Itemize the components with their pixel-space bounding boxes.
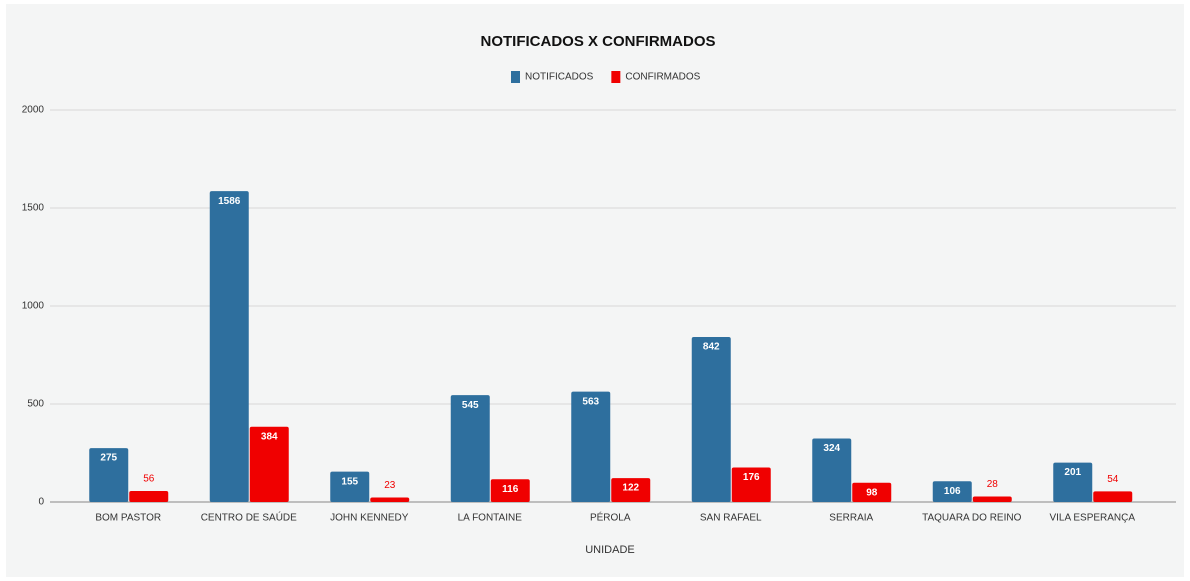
data-label: 155 [341,476,358,487]
data-label: 545 [462,400,479,411]
data-label: 384 [261,431,278,442]
data-label: 98 [866,487,878,498]
bar [691,336,731,502]
data-label: 842 [703,342,720,353]
data-label: 122 [622,483,639,494]
data-label: 275 [100,453,117,464]
bar [571,391,611,502]
data-label: 106 [944,486,961,497]
chart-title: NOTIFICADOS X CONFIRMADOS [481,33,716,50]
data-label: 1586 [218,196,241,207]
bar [249,426,289,502]
x-tick-label: VILA ESPERANÇA [1049,513,1135,524]
bar [129,491,169,502]
bar [611,478,651,502]
y-tick-label: 0 [38,497,44,508]
bar [209,191,249,503]
y-tick-label: 1500 [22,203,45,214]
bar [1053,462,1093,502]
y-tick-label: 1000 [22,301,45,312]
y-tick-label: 500 [27,399,44,410]
bar [89,448,129,502]
bar [370,497,410,502]
legend-label: CONFIRMADOS [625,72,700,83]
bar [812,438,852,502]
data-label: 54 [1107,474,1119,485]
data-label: 563 [582,396,599,407]
bar [972,496,1012,502]
bar [731,467,771,502]
legend-label: NOTIFICADOS [525,72,594,83]
x-tick-label: SERRAIA [829,513,873,524]
data-label: 23 [384,480,396,491]
data-label: 56 [143,474,155,485]
x-axis-label: UNIDADE [585,544,635,556]
bar [852,482,892,502]
x-tick-label: SAN RAFAEL [700,513,762,524]
bar [330,471,370,502]
bar [490,479,530,502]
bar [1093,491,1133,502]
x-tick-label: TAQUARA DO REINO [922,513,1021,524]
x-tick-label: JOHN KENNEDY [330,513,409,524]
data-label: 201 [1064,467,1081,478]
data-label: 28 [987,479,999,490]
bar [450,395,490,502]
data-label: 324 [823,443,840,454]
y-tick-label: 2000 [22,105,45,116]
legend-swatch [611,71,621,83]
legend-swatch [511,71,520,83]
data-label: 176 [743,472,760,483]
x-tick-label: CENTRO DE SAÚDE [201,511,297,524]
data-label: 116 [502,484,519,495]
bar [932,481,972,502]
x-tick-label: LA FONTAINE [458,513,523,524]
x-tick-label: PÉROLA [590,511,631,524]
x-tick-label: BOM PASTOR [95,513,161,524]
